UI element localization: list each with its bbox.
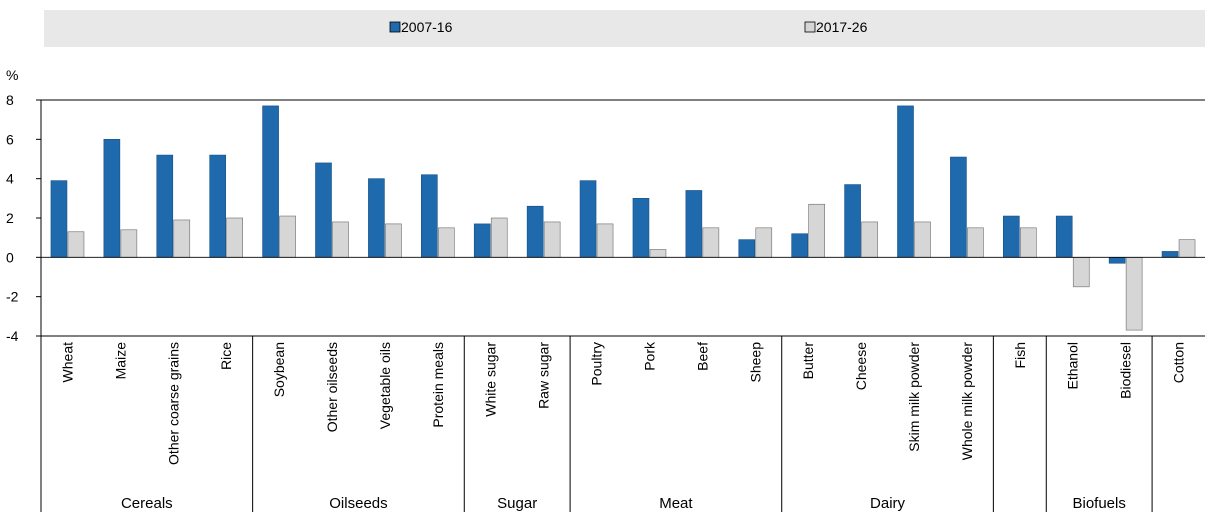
bar-protein-meals-2007-16 xyxy=(421,174,438,258)
x-tick-label-pork: Pork xyxy=(641,341,657,371)
legend: 2007-16 2017-26 xyxy=(389,19,868,35)
bar-maize-2007-16 xyxy=(103,139,121,258)
group-label-oilseeds: Oilseeds xyxy=(329,495,387,512)
bar-white-sugar-2007-16 xyxy=(473,223,491,258)
bar-poultry-2017-26 xyxy=(596,223,614,258)
x-tick-label-maize: Maize xyxy=(112,342,128,380)
bar-sheep-2017-26 xyxy=(755,227,773,258)
x-tick-label-rice: Rice xyxy=(218,342,234,370)
bar-skim-milk-powder-2007-16 xyxy=(897,105,914,258)
x-tick-label-other-coarse-grains: Other coarse grains xyxy=(165,342,181,465)
x-tick-label-biodiesel: Biodiesel xyxy=(1118,342,1134,399)
x-tick-label-other-oilseeds: Other oilseeds xyxy=(324,342,340,432)
x-tick-label-poultry: Poultry xyxy=(589,342,605,386)
y-tick-label: -2 xyxy=(6,289,19,305)
bar-other-oilseeds-2017-26 xyxy=(332,221,349,258)
bar-sheep-2007-16 xyxy=(738,239,756,258)
group-label-meat: Meat xyxy=(659,495,693,512)
bar-cotton-2017-26 xyxy=(1178,239,1196,258)
bar-whole-milk-powder-2017-26 xyxy=(967,227,984,258)
x-tick-label-raw-sugar: Raw sugar xyxy=(536,342,552,409)
x-tick-label-skim-milk-powder: Skim milk powder xyxy=(906,342,922,452)
bar-rice-2017-26 xyxy=(226,217,243,258)
legend-label-2017-26: 2017-26 xyxy=(816,19,868,35)
bar-vegetable-oils-2017-26 xyxy=(385,223,402,258)
x-tick-label-cotton: Cotton xyxy=(1171,342,1187,383)
group-label-dairy: Dairy xyxy=(870,495,906,512)
group-label-biofuels: Biofuels xyxy=(1072,495,1125,512)
bars xyxy=(50,105,1196,331)
bar-raw-sugar-2017-26 xyxy=(543,221,561,258)
bar-beef-2007-16 xyxy=(685,190,703,258)
y-tick-label: 2 xyxy=(6,210,14,226)
bar-whole-milk-powder-2007-16 xyxy=(950,156,967,258)
bar-fish-2017-26 xyxy=(1020,227,1037,258)
group-label-cereals: Cereals xyxy=(121,495,173,512)
x-tick-label-ethanol: Ethanol xyxy=(1065,342,1081,389)
bar-ethanol-2007-16 xyxy=(1055,215,1073,258)
bar-white-sugar-2017-26 xyxy=(490,217,508,258)
category-labels: Cereals Oilseeds Sugar Meat Dairy Biofuels Whe… xyxy=(59,341,1186,512)
legend-swatch-2017-26 xyxy=(804,21,816,33)
axes: -4 -2 0 2 4 6 8 xyxy=(6,92,1205,512)
group-label-sugar: Sugar xyxy=(497,495,537,512)
x-tick-label-whole-milk-powder: Whole milk powder xyxy=(959,342,975,461)
bar-soybean-2017-26 xyxy=(279,215,296,258)
x-tick-label-vegetable-oils: Vegetable oils xyxy=(377,342,393,429)
y-tick-label: 6 xyxy=(6,131,14,147)
bar-butter-2007-16 xyxy=(791,233,808,258)
bar-raw-sugar-2007-16 xyxy=(526,205,544,258)
bar-wheat-2007-16 xyxy=(50,180,68,258)
legend-background xyxy=(44,10,1205,47)
bar-soybean-2007-16 xyxy=(262,105,279,258)
x-tick-label-protein-meals: Protein meals xyxy=(430,342,446,428)
bar-cheese-2017-26 xyxy=(861,221,878,258)
bar-ethanol-2017-26 xyxy=(1072,257,1090,288)
bar-other-oilseeds-2007-16 xyxy=(315,162,332,258)
bar-poultry-2007-16 xyxy=(579,180,597,258)
y-axis-label: % xyxy=(6,67,18,83)
x-tick-label-white-sugar: White sugar xyxy=(483,342,499,417)
bar-other-coarse-grains-2017-26 xyxy=(173,219,191,258)
bar-cheese-2007-16 xyxy=(844,184,861,258)
bar-vegetable-oils-2007-16 xyxy=(368,178,385,258)
x-tick-label-butter: Butter xyxy=(800,342,816,380)
bar-fish-2007-16 xyxy=(1003,215,1020,258)
bar-cotton-2007-16 xyxy=(1161,251,1179,258)
bar-wheat-2017-26 xyxy=(67,231,85,258)
x-tick-label-beef: Beef xyxy=(694,342,710,371)
bar-biodiesel-2017-26 xyxy=(1125,257,1143,331)
bar-biodiesel-2007-16 xyxy=(1108,257,1126,264)
x-tick-label-sheep: Sheep xyxy=(747,342,763,383)
x-tick-label-cheese: Cheese xyxy=(853,342,869,390)
bar-beef-2017-26 xyxy=(702,227,720,258)
x-tick-label-fish: Fish xyxy=(1012,342,1028,368)
bar-maize-2017-26 xyxy=(120,229,138,258)
legend-label-2007-16: 2007-16 xyxy=(401,19,453,35)
y-tick-label: -4 xyxy=(6,328,19,344)
bar-pork-2017-26 xyxy=(649,249,667,258)
x-tick-label-wheat: Wheat xyxy=(59,342,75,383)
y-tick-label: 4 xyxy=(6,171,14,187)
bar-pork-2007-16 xyxy=(632,198,650,258)
legend-swatch-2007-16 xyxy=(389,21,401,33)
x-tick-label-soybean: Soybean xyxy=(271,342,287,397)
bar-other-coarse-grains-2007-16 xyxy=(156,154,174,258)
bar-protein-meals-2017-26 xyxy=(438,227,455,258)
bar-butter-2017-26 xyxy=(808,203,825,258)
bar-skim-milk-powder-2017-26 xyxy=(914,221,931,258)
bar-rice-2007-16 xyxy=(209,154,226,258)
y-tick-label: 8 xyxy=(6,92,14,108)
y-tick-label: 0 xyxy=(6,249,14,265)
